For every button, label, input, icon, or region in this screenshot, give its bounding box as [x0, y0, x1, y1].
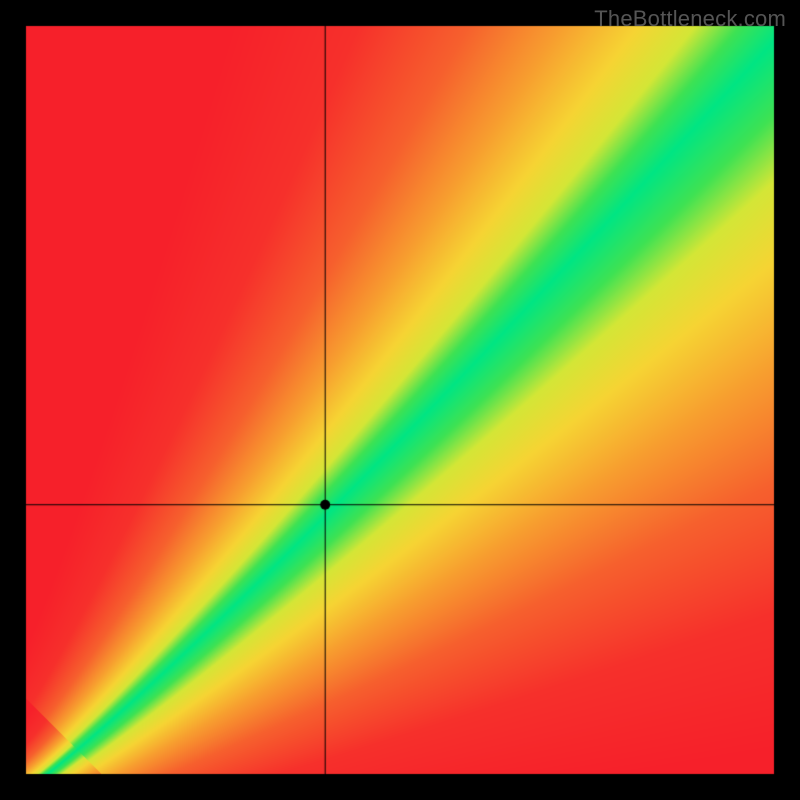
watermark-text: TheBottleneck.com — [594, 6, 786, 32]
bottleneck-heatmap — [0, 0, 800, 800]
